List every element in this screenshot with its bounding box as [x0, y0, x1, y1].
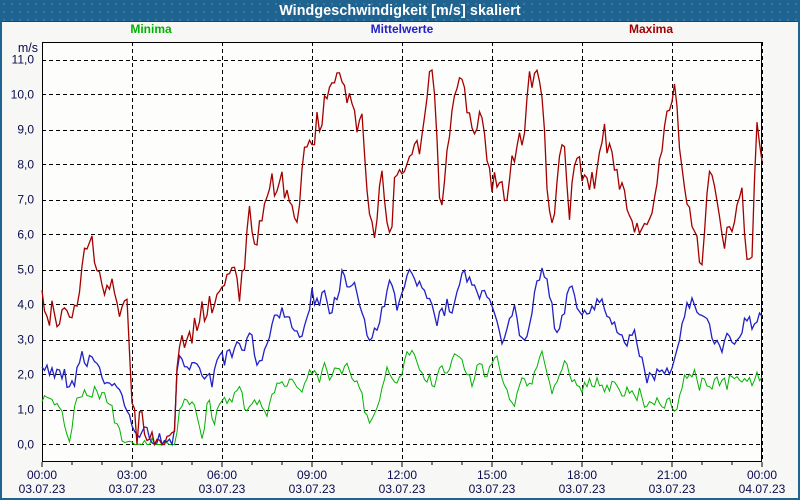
svg-text:03.07.23: 03.07.23 — [649, 482, 696, 496]
svg-text:12:00: 12:00 — [387, 468, 417, 482]
svg-text:10,0: 10,0 — [11, 88, 35, 102]
svg-text:18:00: 18:00 — [567, 468, 597, 482]
svg-text:15:00: 15:00 — [477, 468, 507, 482]
svg-text:03.07.23: 03.07.23 — [199, 482, 246, 496]
svg-text:06:00: 06:00 — [207, 468, 237, 482]
svg-text:8,0: 8,0 — [17, 158, 34, 172]
svg-text:03.07.23: 03.07.23 — [289, 482, 336, 496]
svg-text:03:00: 03:00 — [117, 468, 147, 482]
svg-text:03.07.23: 03.07.23 — [559, 482, 606, 496]
svg-text:6,0: 6,0 — [17, 228, 34, 242]
svg-text:03.07.23: 03.07.23 — [109, 482, 156, 496]
svg-text:09:00: 09:00 — [297, 468, 327, 482]
svg-text:03.07.23: 03.07.23 — [379, 482, 426, 496]
svg-text:4,0: 4,0 — [17, 298, 34, 312]
svg-text:m/s: m/s — [18, 41, 38, 55]
svg-text:1,0: 1,0 — [17, 403, 34, 417]
svg-text:00:00: 00:00 — [747, 468, 777, 482]
svg-text:21:00: 21:00 — [657, 468, 687, 482]
svg-text:3,0: 3,0 — [17, 333, 34, 347]
svg-text:0,0: 0,0 — [17, 438, 34, 452]
svg-text:7,0: 7,0 — [17, 193, 34, 207]
svg-text:04.07.23: 04.07.23 — [739, 482, 786, 496]
svg-text:9,0: 9,0 — [17, 123, 34, 137]
svg-text:00:00: 00:00 — [27, 468, 57, 482]
svg-text:03.07.23: 03.07.23 — [469, 482, 516, 496]
svg-text:5,0: 5,0 — [17, 263, 34, 277]
svg-text:2,0: 2,0 — [17, 368, 34, 382]
svg-text:03.07.23: 03.07.23 — [19, 482, 66, 496]
